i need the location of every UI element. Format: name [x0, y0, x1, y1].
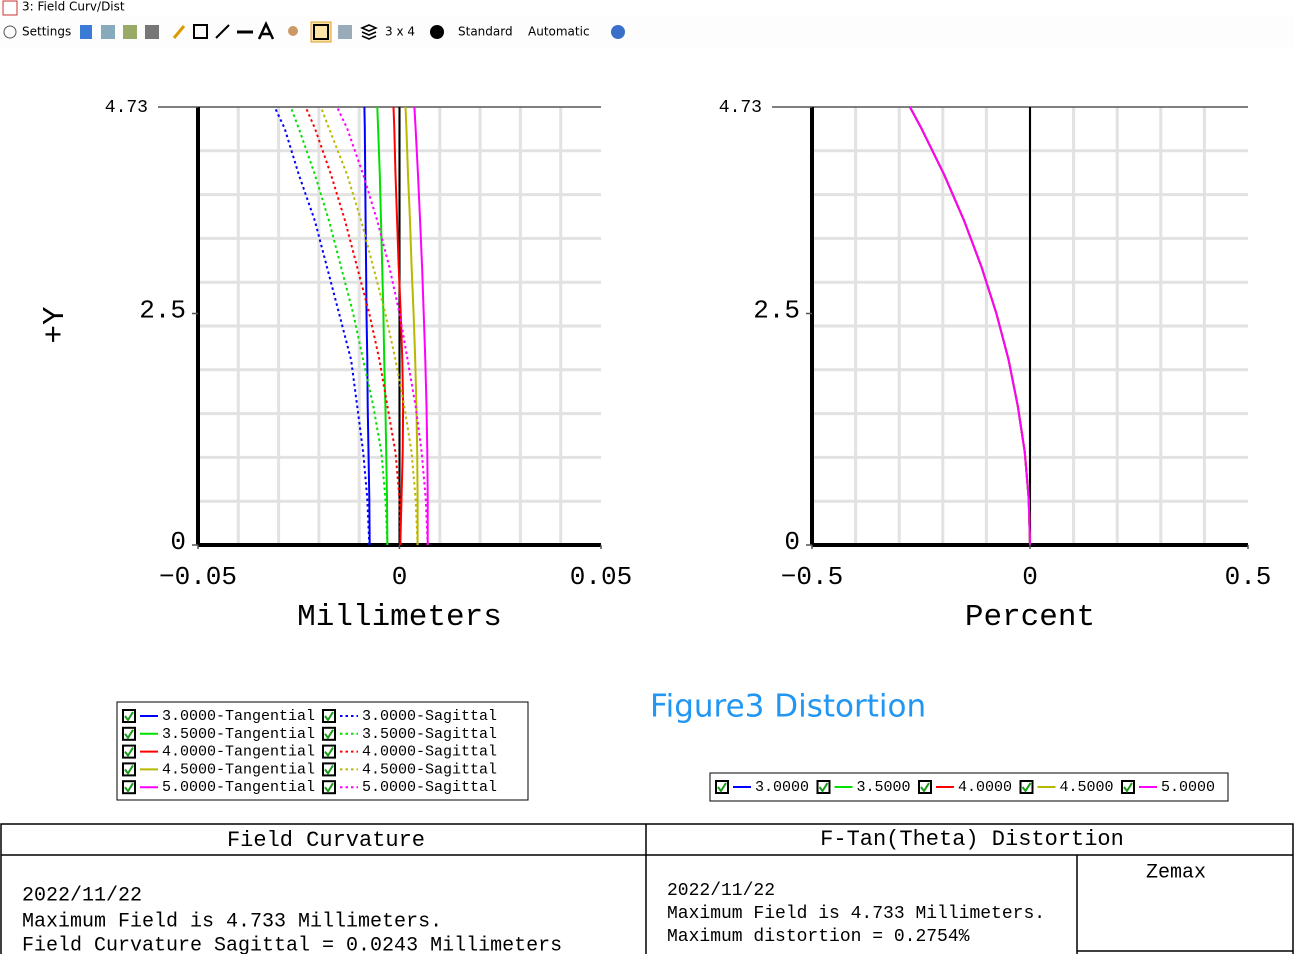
y-axis-label: +Y — [38, 306, 73, 344]
rect-icon[interactable] — [193, 24, 208, 39]
notes-title: Field Curvature — [227, 828, 425, 853]
notes-line: Maximum Field is 4.733 Millimeters. — [667, 904, 1045, 924]
series-line — [413, 106, 429, 545]
legend-label: 5.0000-Sagittal — [362, 779, 497, 796]
legend-check — [124, 747, 134, 758]
stamp-icon[interactable] — [288, 26, 298, 36]
app-icon — [2, 0, 18, 16]
x-tick-label: −0.5 — [781, 562, 843, 592]
legend-label: 4.0000 — [958, 779, 1012, 796]
toolbar — [0, 17, 1294, 47]
notes-title: F-Tan(Theta) Distortion — [820, 827, 1124, 852]
notes-line: Field Curvature Sagittal = 0.0243 Millim… — [22, 934, 562, 954]
text-icon[interactable] — [257, 21, 275, 40]
legend-label: 5.0000 — [1161, 779, 1215, 796]
pencil-icon[interactable] — [172, 25, 186, 39]
y-tick-label: 2.5 — [753, 295, 800, 325]
legend-check — [324, 764, 334, 776]
series-line — [363, 106, 371, 546]
legend-check — [1123, 782, 1133, 793]
help-icon[interactable] — [611, 25, 625, 39]
y-tick-label: 4.73 — [719, 98, 762, 118]
y-tick-label: 0 — [784, 527, 800, 557]
legend-check — [1021, 782, 1032, 793]
y-tick-label: 2.5 — [139, 295, 186, 325]
layout-icon — [313, 24, 329, 40]
legend-label: 3.0000-Sagittal — [362, 708, 497, 725]
notes-line: 2022/11/22 — [667, 881, 775, 901]
series-line — [336, 106, 429, 546]
power-icon[interactable] — [430, 25, 444, 39]
legend-check — [920, 782, 930, 793]
series-line — [319, 106, 419, 546]
legend-check — [124, 711, 134, 722]
series-line — [304, 106, 402, 546]
series-line — [404, 106, 419, 545]
x-tick-label: 0.05 — [570, 562, 632, 592]
legend-label: 4.5000-Tangential — [162, 761, 315, 778]
legend-check — [124, 729, 134, 740]
y-tick-label: 4.73 — [105, 98, 148, 118]
legend-label: 3.5000-Tangential — [162, 726, 315, 743]
legend-check — [324, 782, 334, 793]
x-tick-label: 0 — [1022, 562, 1038, 592]
legend-check — [324, 729, 334, 740]
series-line — [392, 106, 405, 546]
x-tick-label: 0.5 — [1225, 562, 1272, 592]
legend-check — [124, 782, 134, 793]
notes-line: 2022/11/22 — [22, 884, 142, 907]
toolbar-icons — [80, 21, 625, 43]
legend-check — [124, 764, 134, 776]
legend-label: 4.5000-Sagittal — [362, 761, 497, 778]
window-icon[interactable] — [338, 25, 352, 39]
annotation: Figure3 Distortion — [650, 689, 926, 725]
copy-icon[interactable] — [101, 25, 115, 39]
y-tick-label: 0 — [170, 527, 186, 557]
legend-label: 3.5000 — [857, 779, 911, 796]
x-axis-label: Percent — [965, 600, 1095, 635]
legend-label: 3.5000-Sagittal — [362, 726, 497, 743]
series-line — [273, 106, 371, 546]
legend-check — [324, 747, 334, 758]
arrow-icon[interactable] — [215, 24, 230, 39]
x-tick-label: 0 — [392, 562, 408, 592]
legend-label: 4.5000 — [1060, 779, 1114, 796]
notes-line: Maximum distortion = 0.2754% — [667, 927, 970, 947]
series-line — [376, 106, 389, 546]
layout-toggle[interactable] — [310, 21, 332, 43]
notes-table — [0, 823, 1294, 954]
layout-dropdown[interactable]: 3 x 4 — [385, 25, 415, 39]
x-tick-label: −0.05 — [159, 562, 237, 592]
x-axis-label: Millimeters — [297, 600, 502, 635]
brand: Zemax — [1146, 861, 1206, 884]
settings-icon[interactable] — [3, 25, 17, 39]
layers-icon[interactable] — [360, 24, 378, 40]
notes-line: Maximum Field is 4.733 Millimeters. — [22, 910, 442, 933]
save-icon[interactable] — [123, 25, 137, 39]
legend-label: 5.0000-Tangential — [162, 779, 315, 796]
series-line — [909, 106, 1031, 546]
scale-dropdown[interactable]: Automatic — [528, 25, 590, 39]
legend-check — [717, 782, 727, 793]
window-title: 3: Field Curv/Dist — [22, 0, 125, 14]
settings-button[interactable]: Settings — [22, 25, 71, 39]
legend-label: 3.0000-Tangential — [162, 708, 315, 725]
refresh-icon[interactable] — [80, 25, 92, 39]
table-border — [0, 823, 1294, 954]
legend-label: 3.0000 — [755, 779, 809, 796]
print-icon[interactable] — [145, 25, 159, 39]
style-dropdown[interactable]: Standard — [458, 25, 513, 39]
legend-label: 4.0000-Sagittal — [362, 744, 497, 761]
title-bar — [0, 0, 1294, 17]
legend-label: 4.0000-Tangential — [162, 744, 315, 761]
series-line — [289, 106, 389, 546]
legend-check — [818, 782, 829, 793]
legend-check — [324, 711, 334, 722]
